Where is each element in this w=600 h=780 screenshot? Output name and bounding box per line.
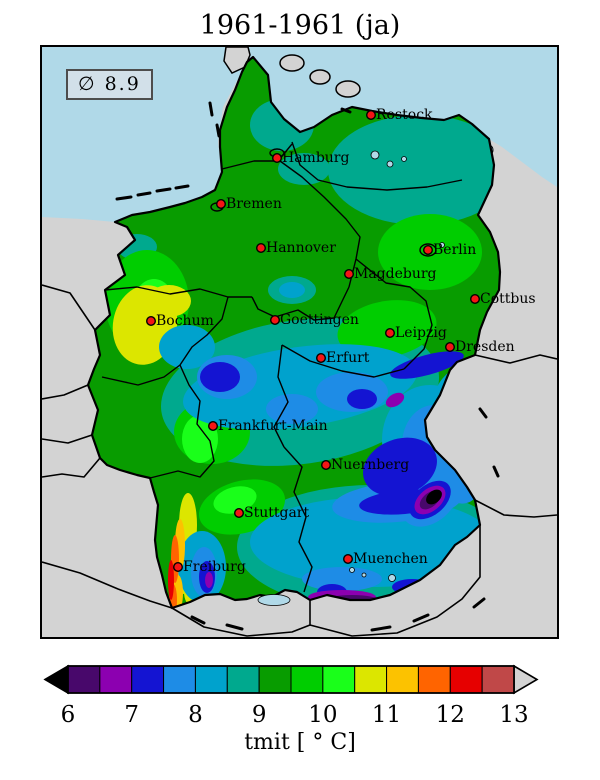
city-dot-muenchen: [343, 554, 354, 565]
colorbar-segment: [290, 665, 324, 694]
city-label-muenchen: Muenchen: [353, 551, 428, 567]
city-dot-bremen: [215, 198, 226, 209]
plot-title: 1961-1961 (ja): [199, 10, 401, 41]
sea: [42, 47, 557, 222]
city-label-stuttgart: Stuttgart: [244, 505, 309, 521]
city-dot-erfurt: [316, 353, 327, 364]
temp-region: [426, 489, 442, 505]
city-label-goettingen: Goettingen: [280, 312, 359, 328]
colorbar-tick-label: 11: [372, 702, 401, 728]
temp-region: [266, 394, 318, 424]
colorbar-segment: [194, 665, 228, 694]
city-label-leipzig: Leipzig: [395, 325, 447, 341]
colorbar-segment: [226, 665, 260, 694]
colorbar-tick-label: 8: [188, 702, 203, 728]
mean-value-badge: ∅ 8.9: [66, 69, 153, 100]
temp-region: [213, 486, 257, 514]
city-label-magdeburg: Magdeburg: [354, 266, 437, 282]
colorbar-segment: [322, 665, 356, 694]
city-dot-berlin: [423, 244, 434, 255]
city-dot-nuernberg: [321, 460, 332, 471]
city-label-erfurt: Erfurt: [326, 350, 370, 366]
city-label-rostock: Rostock: [376, 107, 433, 123]
city-dot-magdeburg: [344, 268, 355, 279]
city-dot-bochum: [145, 316, 156, 327]
colorbar-segment: [131, 665, 165, 694]
danish-island: [279, 54, 305, 72]
temp-region: [385, 392, 405, 408]
city-dot-rostock: [366, 110, 377, 121]
colorbar-segment: [67, 665, 101, 694]
colorbar-segment: [481, 665, 515, 694]
colorbar-segment: [449, 665, 483, 694]
country-borders: [41, 284, 558, 637]
colorbar-segment: [417, 665, 451, 694]
city-layer: Rostock Hamburg Bremen Hannover Berlin Magdeb…: [145, 107, 536, 575]
colorbar-under-arrow: [43, 664, 69, 695]
temperature-field: [88, 57, 500, 608]
colorbar-axis-label: tmit [ ° C]: [244, 730, 356, 755]
city-dot-hannover: [255, 242, 266, 253]
colorbar-outline: [67, 665, 515, 694]
island-marks: [115, 101, 500, 632]
temp-region: [200, 362, 240, 392]
city-label-bremen: Bremen: [226, 196, 282, 212]
city-label-bochum: Bochum: [156, 313, 214, 329]
city-label-hamburg: Hamburg: [282, 150, 350, 166]
colorbar-segment: [99, 665, 133, 694]
city-dot-hamburg: [271, 152, 282, 163]
temp-region: [168, 560, 174, 600]
city-label-frankfurt-main: Frankfurt-Main: [218, 418, 328, 434]
temp-region: [279, 282, 305, 298]
danish-island: [335, 80, 361, 98]
colorbar-segment: [386, 665, 419, 694]
temp-region: [390, 351, 464, 379]
city-dot-frankfurt-main: [207, 421, 218, 432]
city-dot-stuttgart: [233, 508, 244, 519]
germany-border: [86, 55, 502, 610]
colorbar-segment: [163, 665, 196, 694]
temp-region: [159, 325, 215, 369]
lakes: [257, 150, 445, 606]
city-dot-goettingen: [269, 315, 280, 326]
colorbar-segments: [67, 665, 515, 694]
colorbar-tick-label: 10: [308, 702, 337, 728]
colorbar-segment: [258, 665, 292, 694]
temp-region: [302, 567, 382, 591]
map-axes: Rostock Hamburg Bremen Hannover Berlin Magdeb…: [40, 45, 559, 639]
colorbar-tick-labels: 6 7 8 9 10 11 12 13: [61, 702, 529, 728]
danish-island: [309, 69, 331, 85]
germany-temperature-map: Rostock Hamburg Bremen Hannover Berlin Magdeb…: [41, 46, 558, 637]
city-label-freiburg: Freiburg: [183, 559, 246, 575]
colorbar-tick-label: 13: [499, 702, 528, 728]
city-dot-cottbus: [470, 293, 481, 304]
city-label-nuernberg: Nuernberg: [331, 457, 409, 473]
city-label-hannover: Hannover: [266, 240, 336, 256]
city-label-dresden: Dresden: [455, 339, 515, 355]
city-dot-freiburg: [172, 562, 183, 573]
colorbar-tick-label: 12: [436, 702, 465, 728]
temp-region: [363, 437, 437, 497]
colorbar-over-arrow: [513, 664, 539, 695]
temp-region: [347, 389, 377, 409]
temp-region: [205, 572, 213, 588]
city-label-berlin: Berlin: [433, 242, 476, 258]
colorbar-tick-label: 7: [124, 702, 139, 728]
colorbar-tick-label: 9: [252, 702, 267, 728]
city-label-cottbus: Cottbus: [480, 291, 536, 307]
city-dot-leipzig: [385, 328, 396, 339]
colorbar-segment: [354, 665, 388, 694]
colorbar-tick-label: 6: [61, 702, 76, 728]
temp-region: [328, 115, 500, 225]
city-dot-dresden: [445, 342, 456, 353]
colorbar: 6 7 8 9 10 11 12 13: [0, 656, 600, 734]
